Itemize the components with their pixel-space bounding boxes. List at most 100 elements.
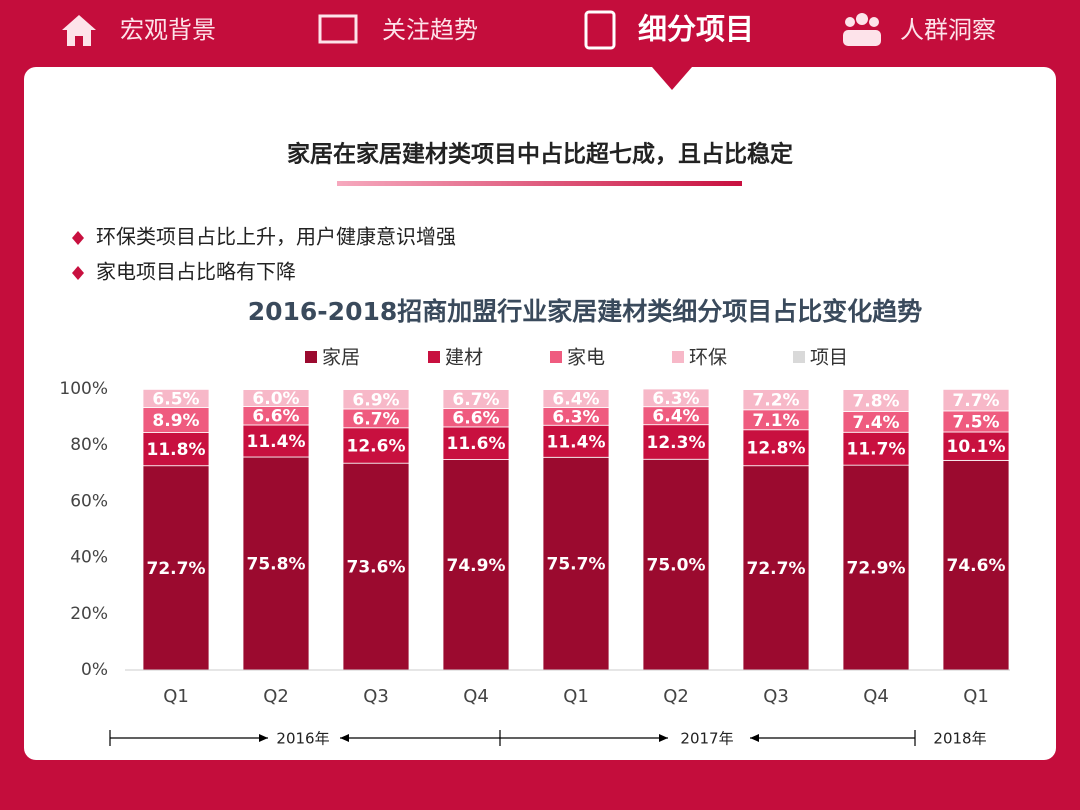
bar-segment [442,459,510,671]
year-label: 2016年 [276,730,329,748]
legend-swatch [793,351,805,363]
x-tick-label: Q1 [163,686,189,707]
icon-list [584,10,616,50]
icon-trend [318,14,358,44]
legend-label: 家电 [567,347,605,369]
bar-segment [742,465,810,671]
bar-segment [542,388,610,390]
bar-segment [242,388,310,390]
icon-people [845,17,855,27]
data-label: 6.4% [652,407,699,427]
data-label: 10.1% [947,437,1006,457]
data-label: 7.4% [852,413,899,433]
data-label: 7.5% [952,412,999,432]
bar-segment [742,429,810,467]
year-arrow [659,734,668,742]
bar-segment [742,388,810,390]
icon-home [62,15,96,46]
year-arrow [340,734,349,742]
bar-segment [242,424,310,458]
data-label: 74.6% [947,556,1006,576]
bullet: 家电项目占比略有下降 [96,260,296,284]
x-tick-label: Q3 [763,686,789,707]
x-tick-label: Q2 [263,686,289,707]
legend-swatch [550,351,562,363]
bar-segment [142,407,210,433]
bar-segment [942,431,1010,461]
x-tick-label: Q1 [563,686,589,707]
data-label: 11.7% [847,440,906,460]
nav-item[interactable]: 宏观背景 [120,16,216,44]
bar-segment [242,456,310,671]
data-label: 7.1% [752,411,799,431]
legend-swatch [305,351,317,363]
data-label: 6.6% [252,407,299,427]
data-label: 6.6% [452,409,499,429]
bar-segment [342,388,410,390]
data-label: 6.9% [352,390,399,410]
data-label: 7.2% [752,391,799,411]
legend-label: 家居 [322,347,360,369]
data-label: 11.6% [447,434,506,454]
y-tick-label: 80% [70,435,108,455]
data-label: 11.8% [147,440,206,460]
data-label: 6.3% [652,389,699,409]
data-label: 6.3% [552,407,599,427]
data-label: 75.7% [547,555,606,575]
bar-segment [442,426,510,460]
legend-swatch [672,351,684,363]
year-label: 2018年 [933,730,986,748]
y-tick-label: 60% [70,491,108,511]
y-tick-label: 0% [81,660,108,680]
bar-segment [342,427,410,464]
data-label: 75.8% [247,555,306,575]
bullet: 环保类项目占比上升，用户健康意识增强 [96,225,456,249]
heading: 家居在家居建材类项目中占比超七成，且占比稳定 [287,141,793,168]
x-tick-label: Q3 [363,686,389,707]
bar-segment [542,424,610,458]
bar-segment [842,388,910,390]
data-label: 6.0% [252,389,299,409]
heading-underline [337,181,742,186]
data-label: 73.6% [347,558,406,578]
bar-segment [942,459,1010,671]
bar-segment [142,432,210,467]
bar-segment [842,464,910,671]
x-tick-label: Q2 [663,686,689,707]
data-label: 8.9% [152,411,199,431]
data-label: 11.4% [547,432,606,452]
year-arrow [259,734,268,742]
y-tick-label: 40% [70,548,108,568]
legend-label: 项目 [810,347,848,369]
x-tick-label: Q1 [963,686,989,707]
y-tick-label: 100% [59,379,108,399]
data-label: 7.8% [852,392,899,412]
bullet-icon [72,231,84,245]
data-label: 74.9% [447,556,506,576]
bar-segment [642,458,710,671]
active-pointer [652,67,692,90]
legend-swatch [428,351,440,363]
data-label: 12.8% [747,439,806,459]
nav-icons [62,10,881,50]
y-tick-label: 20% [70,604,108,624]
data-label: 72.9% [847,559,906,579]
data-label: 72.7% [747,559,806,579]
bar-segment [142,465,210,671]
year-label: 2017年 [680,730,733,748]
bar-segment [842,431,910,466]
chart-title: 2016-2018招商加盟行业家居建材类细分项目占比变化趋势 [248,297,923,326]
data-label: 7.7% [952,391,999,411]
data-label: 75.0% [647,556,706,576]
data-label: 6.7% [352,409,399,429]
bar-segment [642,388,710,408]
data-label: 6.7% [452,390,499,410]
nav-item[interactable]: 人群洞察 [900,16,996,44]
legend-label: 建材 [445,347,483,369]
year-arrow [750,734,759,742]
bar-segment [342,462,410,671]
nav-item[interactable]: 关注趋势 [382,16,478,44]
nav-item-active[interactable]: 细分项目 [638,12,754,46]
x-tick-label: Q4 [463,686,489,707]
